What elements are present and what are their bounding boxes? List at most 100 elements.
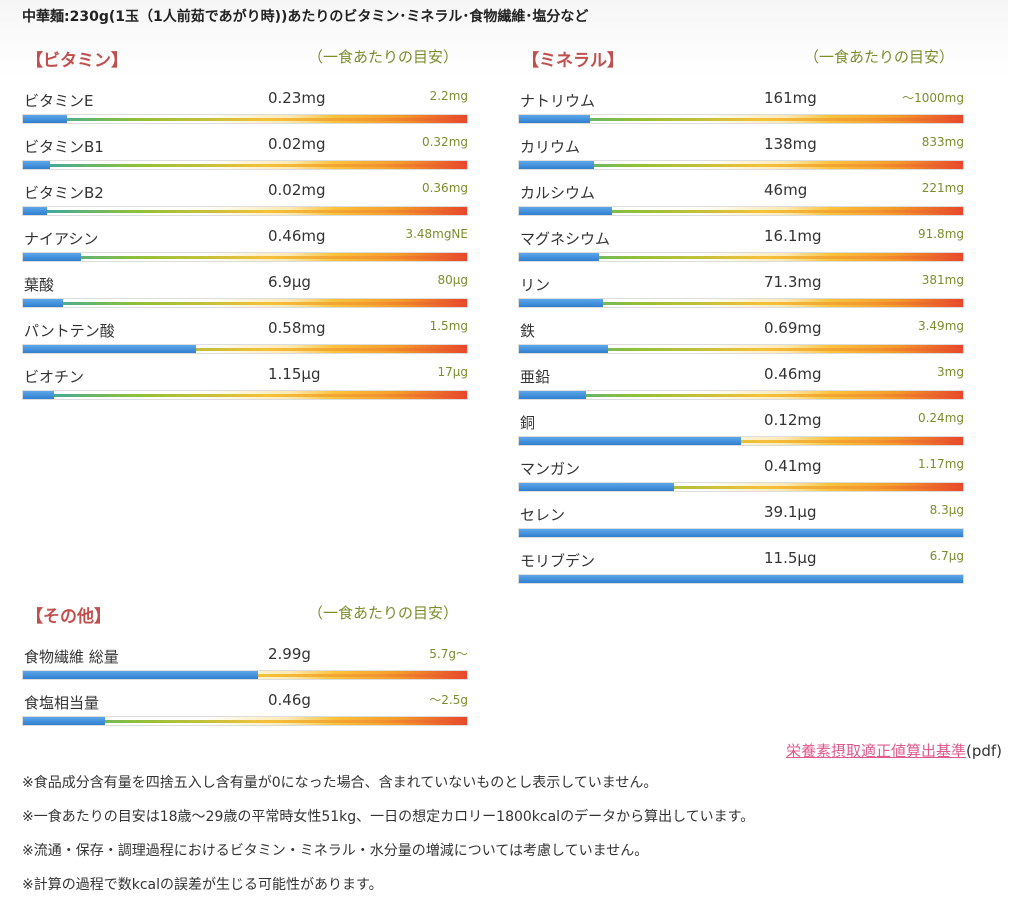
reference-link-line: 栄養素摂取適正値算出基準(pdf) — [786, 740, 1002, 761]
nutrient-value: 71.3mg — [764, 273, 822, 291]
nutrient-level-bar — [518, 252, 964, 262]
nutrient-level-bar — [518, 528, 964, 538]
nutrient-value: 161mg — [764, 89, 817, 107]
nutrient-row: 食塩相当量 0.46g ～2.5g — [22, 688, 468, 734]
nutrient-target: 221mg — [921, 181, 964, 195]
nutrient-name: ナイアシン — [24, 230, 99, 248]
nutrient-row: 銅 0.12mg 0.24mg — [518, 408, 964, 454]
nutrient-level-fill — [23, 115, 68, 123]
nutrient-level-bar — [518, 344, 964, 354]
nutrient-level-fill — [519, 529, 963, 537]
other-section-title: 【その他】 — [26, 607, 111, 627]
nutrient-name: セレン — [520, 506, 566, 524]
nutrient-value: 0.46g — [268, 691, 311, 709]
nutrient-target: 0.32mg — [421, 135, 468, 149]
nutrient-value: 0.46mg — [764, 365, 822, 383]
nutrient-value: 0.23mg — [268, 89, 326, 107]
nutrient-level-bar — [22, 160, 468, 170]
nutrient-row: パントテン酸 0.58mg 1.5mg — [22, 316, 468, 362]
nutrient-value: 0.46mg — [268, 227, 326, 245]
other-section-guide: （一食あたりの目安） — [307, 604, 458, 622]
nutrient-level-fill — [519, 437, 741, 445]
nutrient-row: リン 71.3mg 381mg — [518, 270, 964, 316]
nutrient-value: 0.02mg — [268, 135, 326, 153]
nutrient-row: ビタミンB2 0.02mg 0.36mg — [22, 178, 468, 224]
nutrient-level-bar — [518, 160, 964, 170]
nutrient-row: セレン 39.1μg 8.3μg — [518, 500, 964, 546]
nutrient-name: ビタミンE — [24, 92, 94, 110]
nutrient-level-bar — [22, 298, 468, 308]
nutrient-level-bar — [22, 206, 468, 216]
nutrient-value: 46mg — [764, 181, 808, 199]
nutrient-level-fill — [23, 207, 48, 215]
nutrient-target: 381mg — [921, 273, 964, 287]
other-section: 【その他】 （一食あたりの目安） 食物繊維 総量 2.99g 5.7g～ 食塩相当量 0… — [22, 602, 468, 732]
reference-link-suffix: (pdf) — [965, 742, 1002, 760]
nutrient-level-bar — [22, 252, 468, 262]
page-title: 中華麺:230g(1玉（1人前茹であがり時))あたりのビタミン･ミネラル･食物繊… — [22, 9, 589, 25]
nutrient-level-bar — [22, 716, 468, 726]
nutrient-level-bar — [518, 114, 964, 124]
nutrient-level-fill — [23, 253, 81, 261]
nutrient-level-fill — [519, 483, 675, 491]
mineral-section: 【ミネラル】 （一食あたりの目安） ナトリウム 161mg ～1000mg カリウム 1… — [518, 46, 964, 586]
nutrient-level-fill — [23, 717, 106, 725]
nutrient-level-bar — [518, 482, 964, 492]
nutrient-target: 91.8mg — [917, 227, 964, 241]
nutrient-level-fill — [519, 253, 599, 261]
nutrient-target: 0.24mg — [917, 411, 964, 425]
nutrient-value: 11.5μg — [764, 549, 817, 567]
nutrient-target: 1.5mg — [429, 319, 468, 333]
nutrient-name: 食物繊維 総量 — [24, 648, 119, 666]
nutrient-row: 鉄 0.69mg 3.49mg — [518, 316, 964, 362]
nutrient-name: 食塩相当量 — [24, 694, 100, 712]
reference-link[interactable]: 栄養素摂取適正値算出基準 — [785, 742, 966, 760]
nutrient-name: パントテン酸 — [24, 322, 115, 340]
nutrient-target: 0.36mg — [421, 181, 468, 195]
nutrient-target: 1.17mg — [917, 457, 964, 471]
nutrient-level-fill — [519, 391, 586, 399]
nutrient-name: ビタミンB2 — [24, 184, 104, 202]
nutrient-row: ビタミンB1 0.02mg 0.32mg — [22, 132, 468, 178]
nutrient-target: 80μg — [437, 273, 468, 287]
nutrient-value: 0.02mg — [268, 181, 326, 199]
nutrient-name: ビタミンB1 — [24, 138, 104, 156]
nutrient-row: カルシウム 46mg 221mg — [518, 178, 964, 224]
nutrient-level-bar — [22, 344, 468, 354]
nutrient-name: カリウム — [520, 138, 581, 156]
nutrient-level-fill — [519, 207, 613, 215]
nutrient-name: 亜鉛 — [520, 368, 551, 386]
nutrient-level-fill — [23, 391, 55, 399]
nutrient-level-bar — [518, 436, 964, 446]
nutrient-level-fill — [519, 575, 963, 583]
nutrient-value: 0.41mg — [764, 457, 822, 475]
vitamin-section-title: 【ビタミン】 — [26, 51, 128, 71]
nutrient-level-bar — [22, 390, 468, 400]
nutrient-name: カルシウム — [520, 184, 596, 202]
nutrient-target: 8.3μg — [929, 503, 964, 517]
nutrient-target: 2.2mg — [429, 89, 468, 103]
nutrient-name: 銅 — [520, 414, 536, 432]
nutrient-level-fill — [23, 671, 259, 679]
nutrient-level-fill — [23, 345, 197, 353]
nutrient-level-bar — [518, 574, 964, 584]
nutrient-row: ナイアシン 0.46mg 3.48mgNE — [22, 224, 468, 270]
nutrient-row: カリウム 138mg 833mg — [518, 132, 964, 178]
header-band — [0, 0, 1008, 78]
nutrient-name: 鉄 — [520, 322, 536, 340]
mineral-section-guide: （一食あたりの目安） — [803, 48, 954, 66]
nutrient-target: 17μg — [437, 365, 468, 379]
nutrient-row: 食物繊維 総量 2.99g 5.7g～ — [22, 642, 468, 688]
nutrient-target: ～2.5g — [429, 693, 468, 707]
nutrient-value: 1.15μg — [268, 365, 321, 383]
nutrient-target: 6.7μg — [929, 549, 964, 563]
note-calc-error: ※計算の過程で数kcalの誤差が生じる可能性があります。 — [22, 877, 383, 893]
nutrient-name: ビオチン — [24, 368, 85, 386]
nutrient-value: 0.12mg — [764, 411, 822, 429]
mineral-section-title: 【ミネラル】 — [522, 51, 624, 71]
nutrient-row: モリブデン 11.5μg 6.7μg — [518, 546, 964, 592]
nutrient-level-fill — [519, 345, 608, 353]
nutrient-value: 39.1μg — [764, 503, 817, 521]
vitamin-section: 【ビタミン】 （一食あたりの目安） ビタミンE 0.23mg 2.2mg ビタミンB1… — [22, 46, 468, 406]
nutrient-value: 16.1mg — [764, 227, 822, 245]
